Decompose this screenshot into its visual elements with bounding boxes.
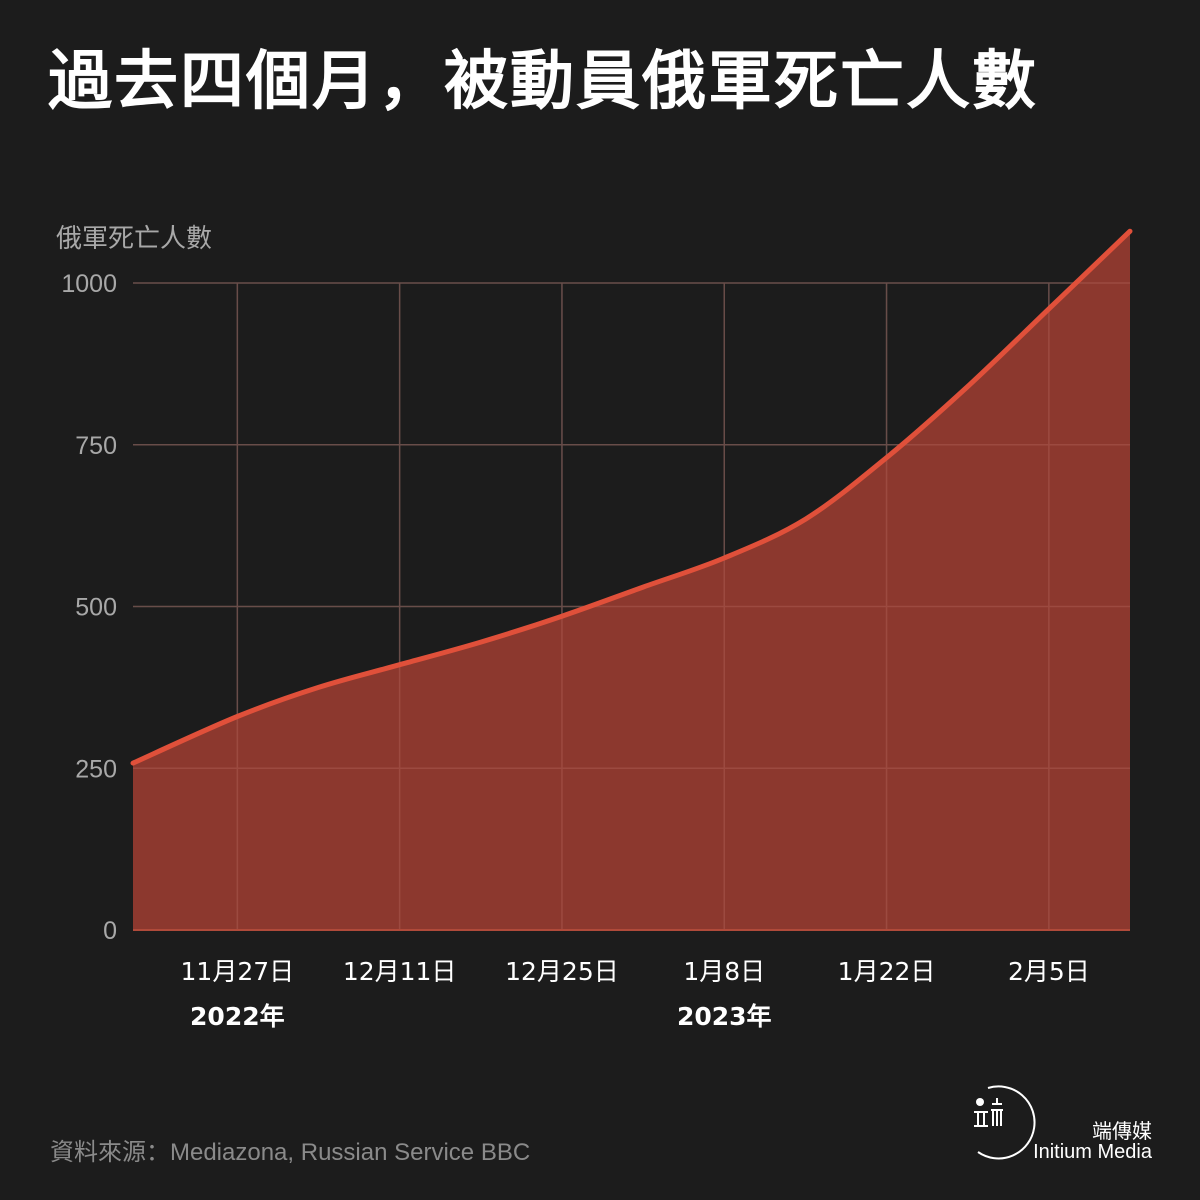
y-tick-label: 250 — [75, 755, 117, 783]
y-tick-label: 500 — [75, 594, 117, 622]
x-tick-label: 2月5日 — [1008, 957, 1090, 986]
brand-name-cn: 端傳媒 — [1092, 1119, 1152, 1143]
x-tick-label: 1月22日 — [838, 957, 936, 986]
area-fill — [133, 231, 1130, 930]
y-axis-label: 俄軍死亡人數 — [56, 224, 213, 254]
x-year-label: 2023年 — [677, 1002, 772, 1031]
chart-title: 過去四個月，被動員俄軍死亡人數 — [48, 45, 1038, 119]
x-year-label: 2022年 — [190, 1002, 285, 1031]
y-tick-label: 1000 — [61, 270, 117, 298]
initium-logo — [960, 1080, 1040, 1164]
brand-name-en: Initium Media — [1033, 1141, 1152, 1163]
series-line — [130, 228, 1133, 766]
x-tick-label: 12月11日 — [343, 957, 457, 986]
y-tick-label: 0 — [103, 917, 117, 945]
tick-labels: 0 250 500 750 1000 11月27日 2022年 12月11日 12月25日 1月8… — [61, 270, 1089, 1031]
x-tick-label: 12月25日 — [505, 957, 619, 986]
x-tick-label: 1月8日 — [683, 957, 765, 986]
grid-overlay — [133, 282, 1130, 930]
source-note: 資料來源：Mediazona, Russian Service BBC — [50, 1139, 531, 1166]
y-tick-label: 750 — [75, 432, 117, 460]
x-tick-label: 11月27日 — [181, 957, 295, 986]
